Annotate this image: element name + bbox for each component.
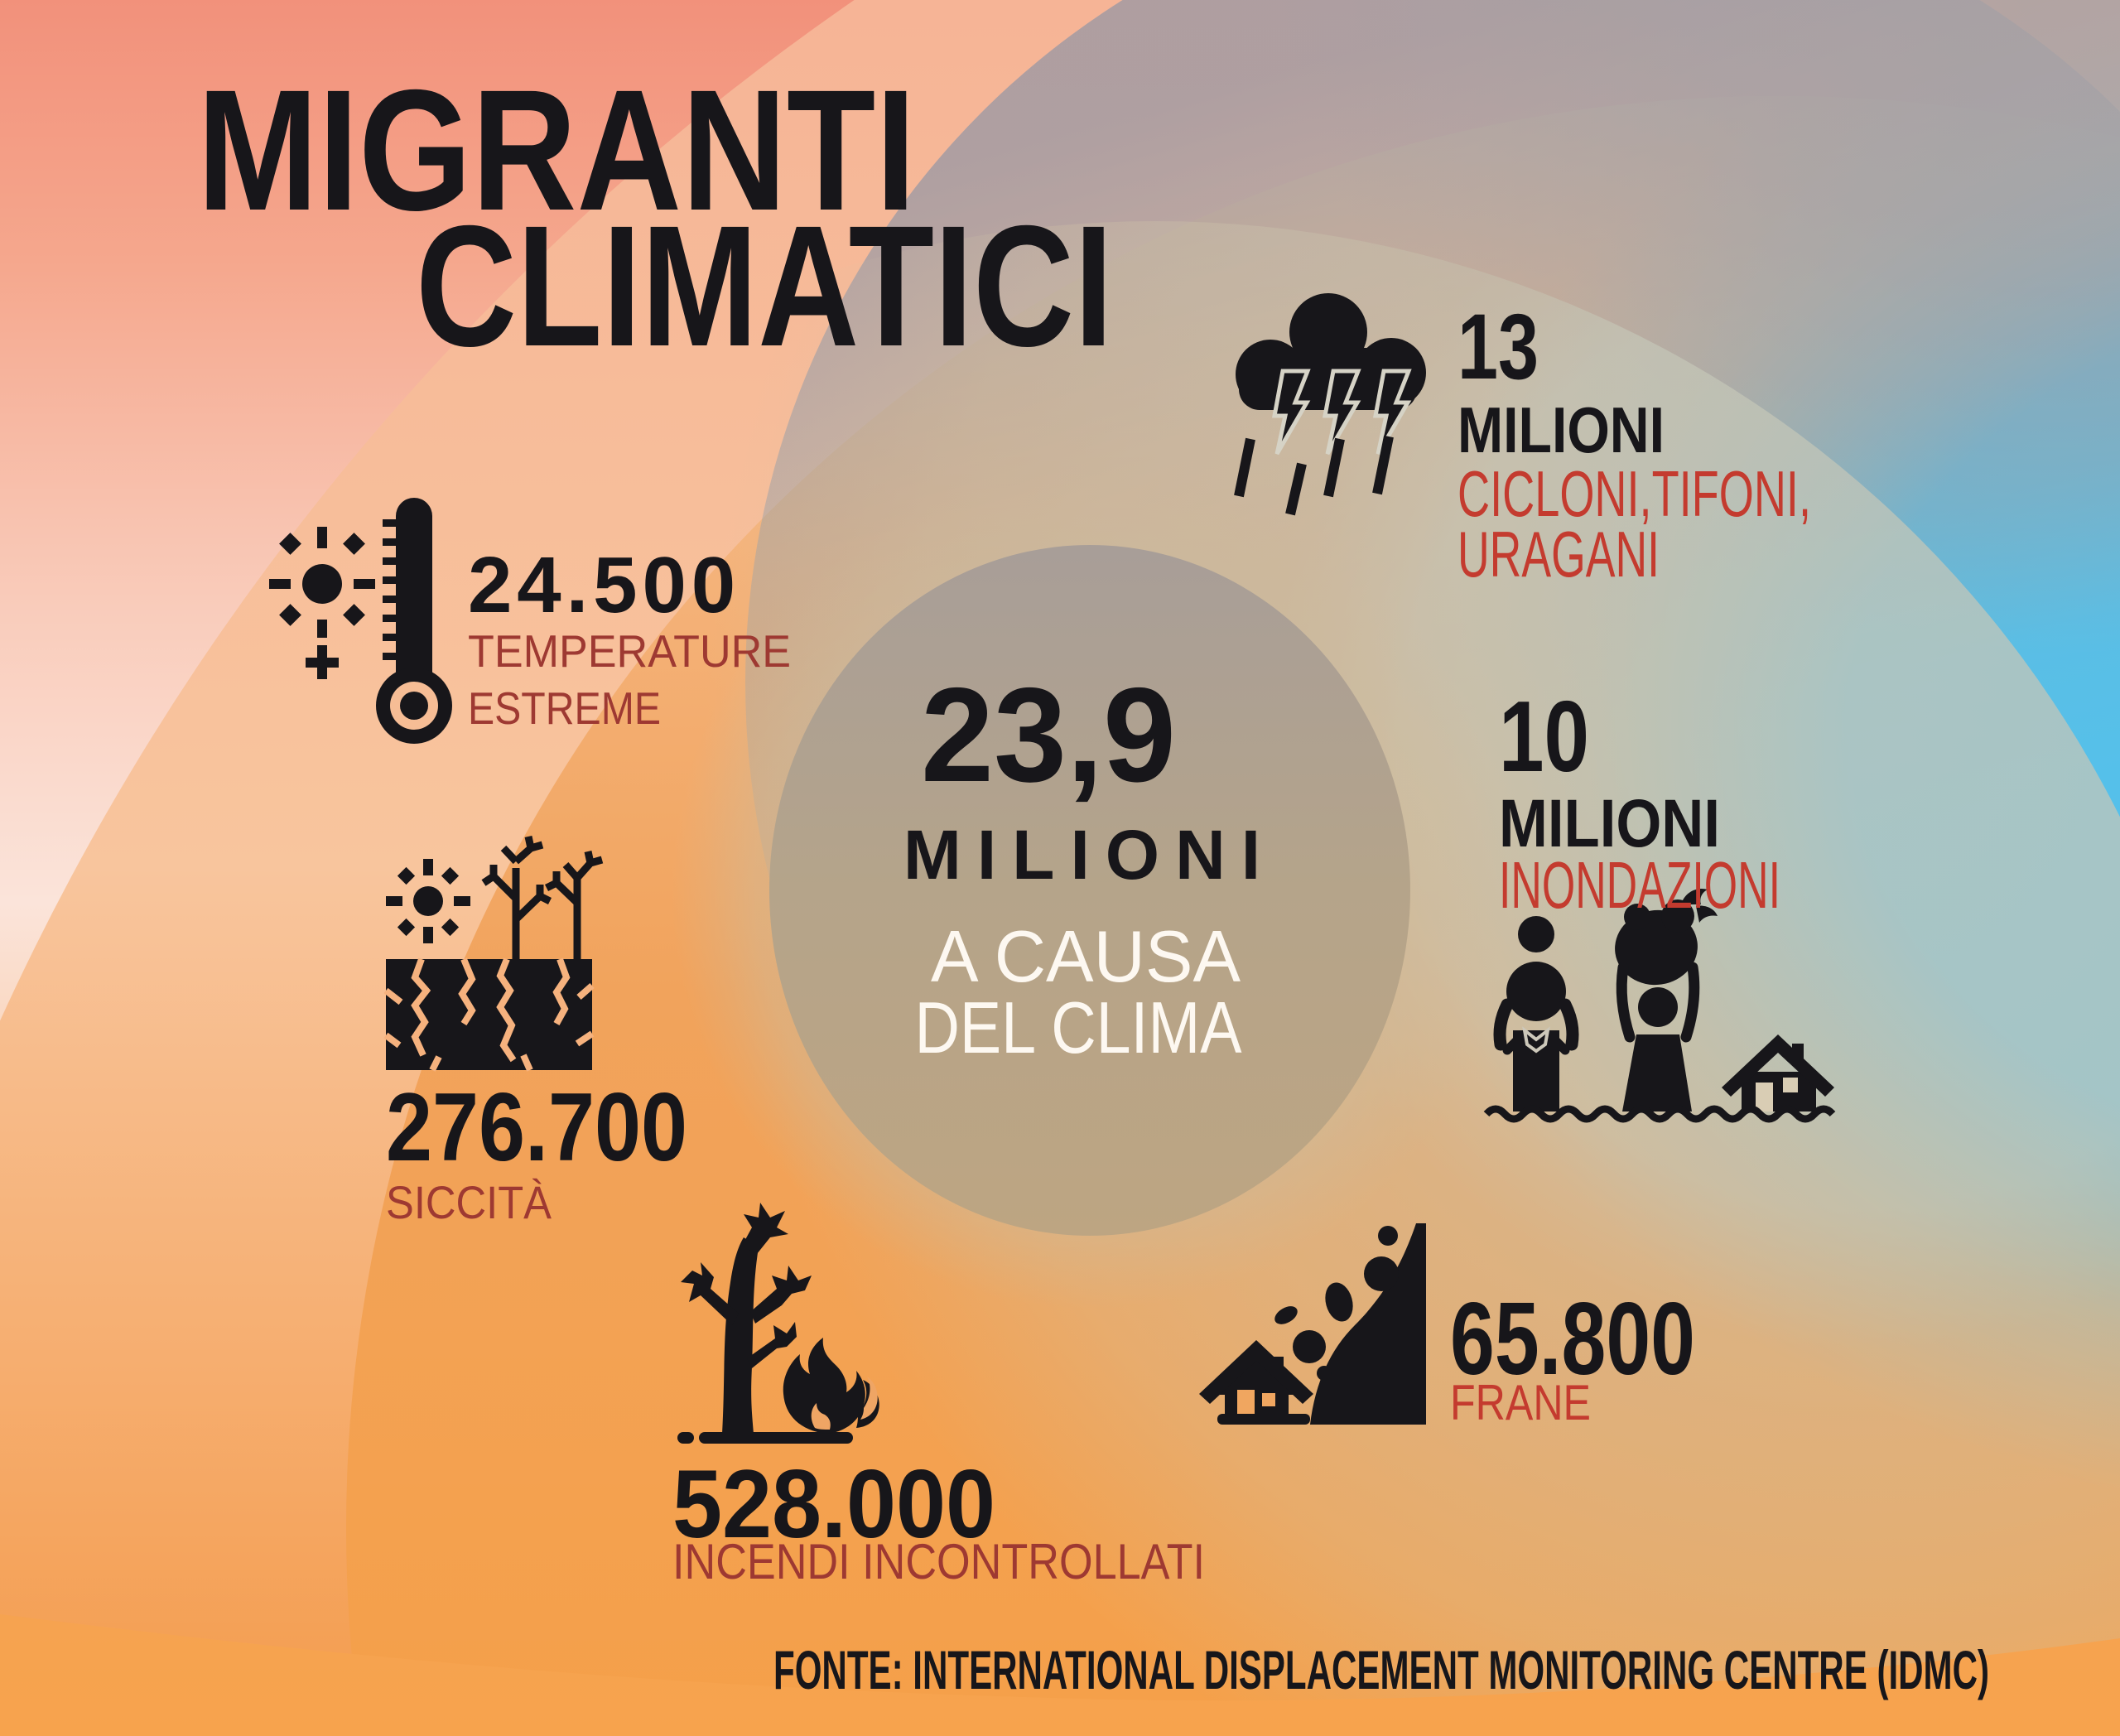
svg-text:URAGANI: URAGANI	[1458, 518, 1660, 591]
svg-text:528.000: 528.000	[672, 1449, 995, 1558]
svg-text:24.500: 24.500	[468, 541, 740, 629]
svg-text:23,9: 23,9	[921, 660, 1176, 810]
svg-text:INONDAZIONI: INONDAZIONI	[1499, 848, 1780, 922]
svg-text:FRANE: FRANE	[1450, 1375, 1591, 1430]
svg-text:FONTE: INTERNATIONAL DISPLACEM: FONTE: INTERNATIONAL DISPLACEMENT MONITO…	[773, 1639, 1989, 1700]
svg-text:MIGRANTI: MIGRANTI	[197, 55, 916, 247]
svg-text:CICLONI,TIFONI,: CICLONI,TIFONI,	[1458, 457, 1811, 530]
svg-text:INCENDI INCONTROLLATI: INCENDI INCONTROLLATI	[672, 1534, 1205, 1589]
svg-text:TEMPERATURE: TEMPERATURE	[468, 625, 791, 677]
svg-text:ESTREME: ESTREME	[468, 682, 661, 734]
svg-text:10: 10	[1499, 680, 1589, 793]
svg-text:A CAUSA: A CAUSA	[931, 915, 1241, 997]
svg-text:SICCITÀ: SICCITÀ	[386, 1176, 552, 1228]
svg-text:13: 13	[1458, 295, 1539, 398]
svg-text:276.700: 276.700	[386, 1073, 687, 1181]
svg-text:MILIONI: MILIONI	[1499, 786, 1720, 861]
svg-text:CLIMATICI: CLIMATICI	[416, 190, 1113, 383]
svg-text:DEL CLIMA: DEL CLIMA	[915, 986, 1242, 1068]
svg-text:65.800: 65.800	[1450, 1282, 1695, 1396]
svg-text:MILIONI: MILIONI	[903, 816, 1276, 894]
svg-text:MILIONI: MILIONI	[1458, 393, 1665, 466]
